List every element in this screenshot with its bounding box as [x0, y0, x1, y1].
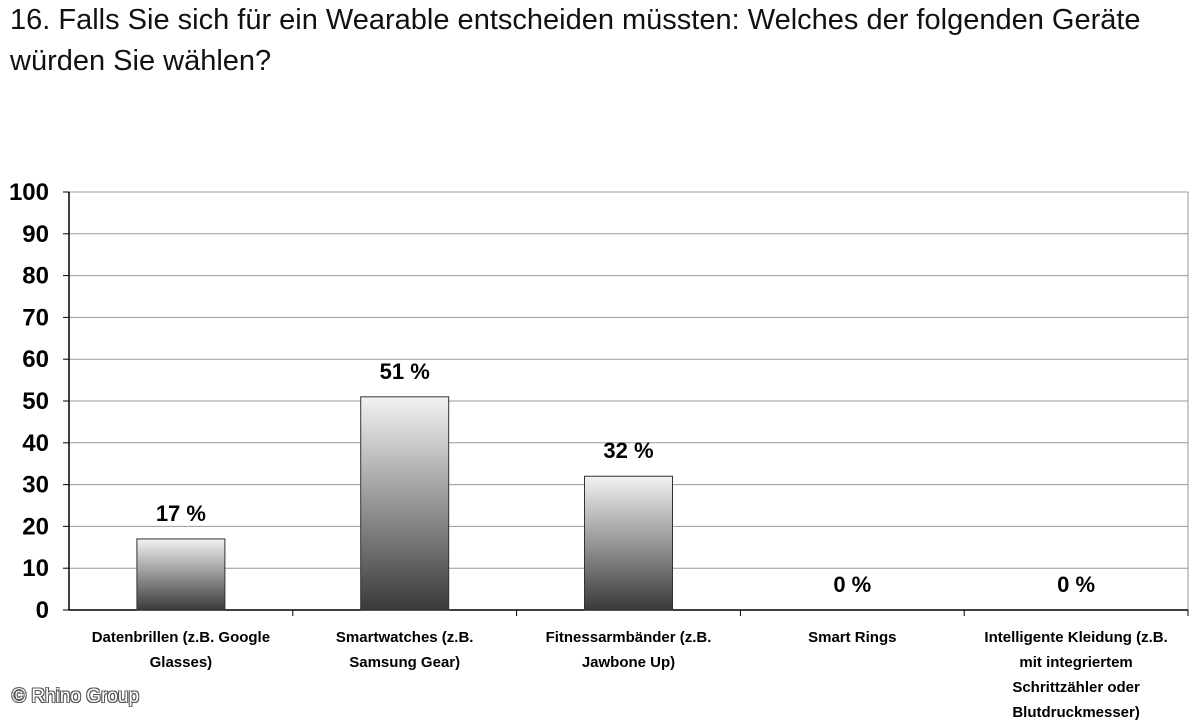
y-tick-label: 0 [36, 597, 49, 624]
x-tick-label: mit integriertem [1019, 654, 1132, 671]
x-tick-label: Smartwatches (z.B. [336, 629, 474, 646]
y-tick-label: 50 [22, 388, 49, 415]
y-tick-label: 70 [22, 304, 49, 331]
x-tick-label: Schrittzähler oder [1012, 679, 1140, 696]
y-tick-label: 40 [22, 430, 49, 457]
data-label: 32 % [603, 438, 653, 463]
y-tick-label: 90 [22, 221, 49, 248]
bar [584, 475, 673, 611]
x-tick-label: Fitnessarmbänder (z.B. [546, 629, 712, 646]
x-tick-label: Datenbrillen (z.B. Google [92, 629, 270, 646]
y-tick-label: 100 [9, 179, 49, 206]
data-label: 0 % [833, 572, 871, 597]
y-tick-label: 60 [22, 346, 49, 373]
bar [360, 396, 450, 611]
x-tick-label: Blutdruckmesser) [1012, 704, 1140, 720]
y-tick-label: 10 [22, 555, 49, 582]
x-tick-label: Smart Rings [808, 629, 896, 646]
copyright-watermark: © Rhino Group [12, 686, 140, 707]
y-tick-label: 20 [22, 513, 49, 540]
data-label: 0 % [1057, 572, 1095, 597]
x-tick-label: Jawbone Up) [582, 654, 675, 671]
x-tick-label: Glasses) [150, 654, 213, 671]
y-tick-label: 30 [22, 472, 49, 499]
x-tick-label: Intelligente Kleidung (z.B. [984, 629, 1167, 646]
bar [136, 538, 226, 611]
data-label: 51 % [380, 359, 430, 384]
y-tick-label: 80 [22, 263, 49, 290]
x-tick-label: Samsung Gear) [349, 654, 460, 671]
data-label: 17 % [156, 501, 206, 526]
chart-title: 16. Falls Sie sich für ein Wearable ents… [10, 4, 1141, 77]
